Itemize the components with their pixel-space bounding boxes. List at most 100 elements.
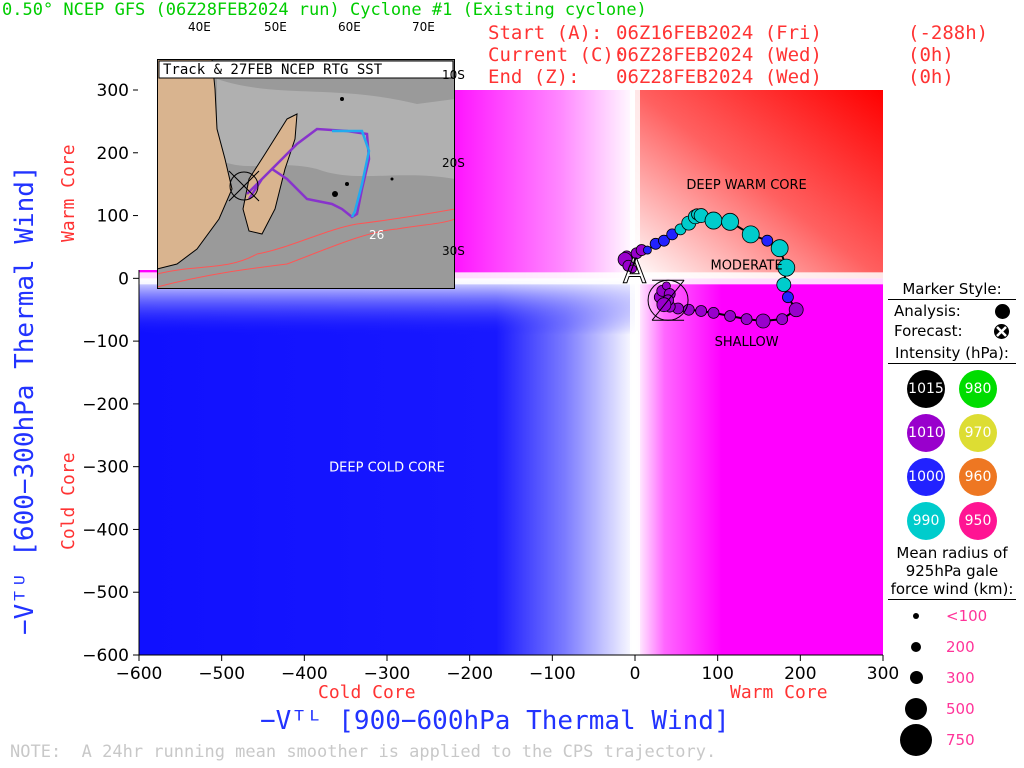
track-point — [643, 245, 652, 255]
start-offset: (-288h) — [908, 22, 989, 44]
x-cold-core-label: Cold Core — [318, 682, 416, 703]
track-point — [707, 306, 720, 319]
inset-lat-30s: 30S — [442, 244, 465, 258]
x-tick-label: −600 — [116, 664, 163, 684]
quadrant-shallow-warm — [635, 278, 883, 655]
track-point — [755, 313, 771, 329]
intensity-swatch: 990 — [907, 502, 945, 540]
x-tick-label: 0 — [630, 664, 641, 684]
intensity-swatch: 970 — [959, 414, 997, 452]
inset-madagascar — [242, 113, 298, 235]
zero-band-vertical — [630, 90, 640, 655]
radius-title-2: 925hPa gale — [905, 562, 999, 580]
track-markers: A — [623, 251, 689, 321]
track-point — [776, 277, 792, 293]
radius-size-dot-cell — [886, 612, 946, 619]
radius-size-label: 200 — [946, 637, 975, 656]
page-title: 0.50° NCEP GFS (06Z28FEB2024 run) Cyclon… — [2, 0, 647, 20]
radius-size-label: 300 — [946, 668, 975, 687]
start-info: Start (A): 06Z16FEB2024 (Fri) (-288h) — [488, 22, 988, 110]
inset-lon-50: 50E — [264, 20, 287, 34]
inset-track — [246, 127, 371, 219]
track-point — [777, 258, 796, 277]
radius-size-dot-cell — [886, 641, 946, 652]
y-tick-label: 100 — [97, 207, 129, 227]
x-tick-label: −400 — [281, 664, 328, 684]
quadrant-cold-fade — [139, 278, 635, 655]
radius-size-dot — [913, 612, 919, 619]
inset-lon-60: 60E — [338, 20, 361, 34]
inset-panel: 26 Track & 27FEB NCEP RTG SST — [138, 40, 457, 290]
region-label: DEEP WARM CORE — [686, 178, 806, 193]
inset-africa — [156, 58, 233, 270]
radius-sizes: <100 200 300 500 750 — [886, 600, 1018, 756]
legend-forecast-label: Forecast: — [894, 322, 963, 340]
y-tick-label: 0 — [118, 269, 129, 289]
track-point — [770, 239, 789, 258]
track-point — [788, 302, 804, 318]
y-tick-label: −200 — [82, 395, 129, 415]
y-tick-label: −100 — [82, 332, 129, 352]
radius-size-dot-cell — [886, 723, 946, 756]
quadrant-deep-warm — [635, 90, 883, 279]
inset-map: 26 Track & 27FEB NCEP RTG SST — [156, 58, 457, 290]
legend-analysis-row: Analysis: — [886, 302, 1018, 320]
region-label: MODERATE — [710, 259, 782, 274]
y-tick-label: −400 — [82, 520, 129, 540]
y-axis-label: −Vᵀᵁ [600−300hPa Thermal Wind] — [10, 165, 40, 635]
radius-size-label: 750 — [946, 730, 975, 749]
forecast-x-icon — [994, 324, 1009, 339]
x-axis-label: −Vᵀᴸ [900−600hPa Thermal Wind] — [260, 706, 730, 736]
current-date: 06Z28FEB2024 (Wed) — [616, 44, 822, 66]
legend-panel: Marker Style: Analysis: Forecast: Intens… — [886, 280, 1018, 756]
inset-marker-z — [229, 171, 259, 201]
x-tick-label: −500 — [198, 664, 245, 684]
track-point — [776, 313, 789, 326]
radius-size-row: 300 — [886, 662, 1018, 693]
x-tick-label: 200 — [784, 664, 816, 684]
chart-background — [139, 90, 883, 655]
radius-size-dot — [911, 641, 921, 652]
analysis-dot-icon — [995, 304, 1010, 319]
inset-island — [340, 97, 345, 101]
track-point — [658, 234, 670, 247]
radius-size-dot-cell — [886, 697, 946, 720]
y-tick-label: −600 — [82, 646, 129, 666]
track-point — [782, 291, 794, 304]
y-tick-label: −500 — [82, 583, 129, 603]
track-point — [740, 313, 753, 326]
intensity-swatch: 1015 — [907, 370, 945, 408]
track-point — [704, 211, 723, 230]
region-label: DEEP COLD CORE — [329, 461, 445, 476]
x-tick-label: 300 — [867, 664, 899, 684]
current-label: Current (C): — [488, 44, 626, 66]
start-date: 06Z16FEB2024 (Fri) — [616, 22, 822, 44]
radius-title-3: force wind (km): — [888, 580, 1016, 600]
inset-island-rodrigues — [390, 177, 394, 181]
start-label: Start (A): — [488, 22, 603, 44]
intensity-swatch: 1000 — [907, 458, 945, 496]
radius-size-dot — [900, 723, 932, 756]
y-warm-core-label: Warm Core — [58, 144, 79, 242]
x-tick-label: −300 — [364, 664, 411, 684]
intensity-swatch: 1010 — [907, 414, 945, 452]
track-point — [724, 310, 736, 322]
start-marker-a: A — [623, 252, 646, 292]
x-tick-label: −100 — [529, 664, 576, 684]
track-point — [695, 305, 708, 317]
region-label: SHALLOW — [715, 335, 779, 350]
y-cold-core-label: Cold Core — [58, 452, 79, 550]
region-labels: DEEP WARM CORE MODERATE SHALLOW DEEP COLD C… — [329, 178, 807, 476]
radius-size-label: <100 — [946, 606, 988, 625]
footnote: NOTE: A 24hr running mean smoother is ap… — [10, 742, 717, 762]
current-offset: (0h) — [908, 44, 954, 66]
end-offset: (0h) — [908, 66, 954, 88]
inset-lon-40: 40E — [188, 20, 211, 34]
radius-size-row: <100 — [886, 600, 1018, 631]
track-point — [761, 234, 774, 247]
chart-axes: −600 −500 −400 −300 −200 −100 0 100 200 300 −600 −5… — [82, 81, 899, 684]
current-info: Current (C): 06Z28FEB2024 (Wed) (0h) — [488, 44, 954, 132]
inset-lon-70: 70E — [412, 20, 435, 34]
radius-size-row: 200 — [886, 631, 1018, 662]
intensity-header: Intensity (hPa): — [888, 344, 1016, 364]
